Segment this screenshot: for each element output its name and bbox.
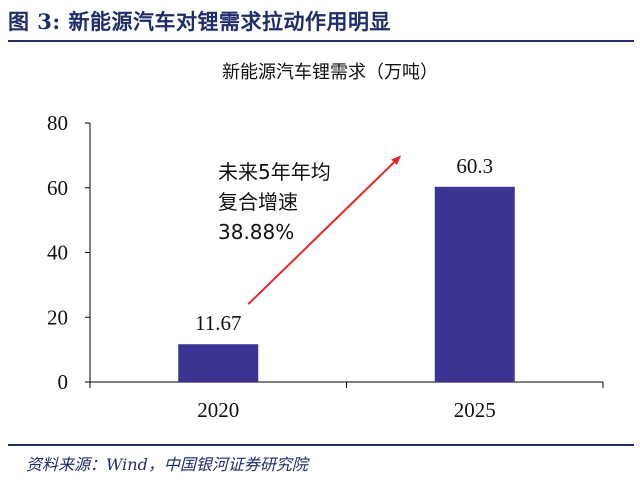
- growth-arrow: [247, 155, 402, 305]
- annotation-line: 38.88%: [218, 220, 294, 244]
- y-tick-label: 80: [47, 111, 68, 135]
- y-tick-label: 60: [47, 176, 68, 200]
- chart-title: 新能源汽车锂需求（万吨）: [222, 62, 438, 82]
- y-tick-label: 20: [47, 305, 68, 329]
- x-tick-label: 2025: [454, 398, 496, 422]
- x-tick-label: 2020: [197, 398, 239, 422]
- annotation-line: 复合增速: [218, 190, 298, 214]
- y-tick-label: 40: [47, 241, 68, 265]
- title-divider: [8, 40, 634, 42]
- source-note: 资料来源：Wind，中国银河证券研究院: [26, 455, 308, 474]
- source-divider: [8, 444, 634, 446]
- figure-title: 图 3: 新能源汽车对锂需求拉动作用明显: [8, 9, 391, 34]
- bar-chart: 新能源汽车锂需求（万吨） 0 20 40 60 80 11.67 2020 60.3 2025…: [47, 62, 604, 422]
- axes: 0 20 40 60 80: [47, 111, 604, 394]
- annotation-line: 未来5年年均: [218, 160, 331, 184]
- bar-2020: [178, 344, 259, 382]
- bar-value-label: 11.67: [195, 311, 241, 335]
- bars: 11.67 2020 60.3 2025: [178, 154, 515, 422]
- y-tick-label: 0: [58, 370, 69, 394]
- bar-value-label: 60.3: [456, 154, 493, 178]
- bar-2025: [434, 186, 515, 382]
